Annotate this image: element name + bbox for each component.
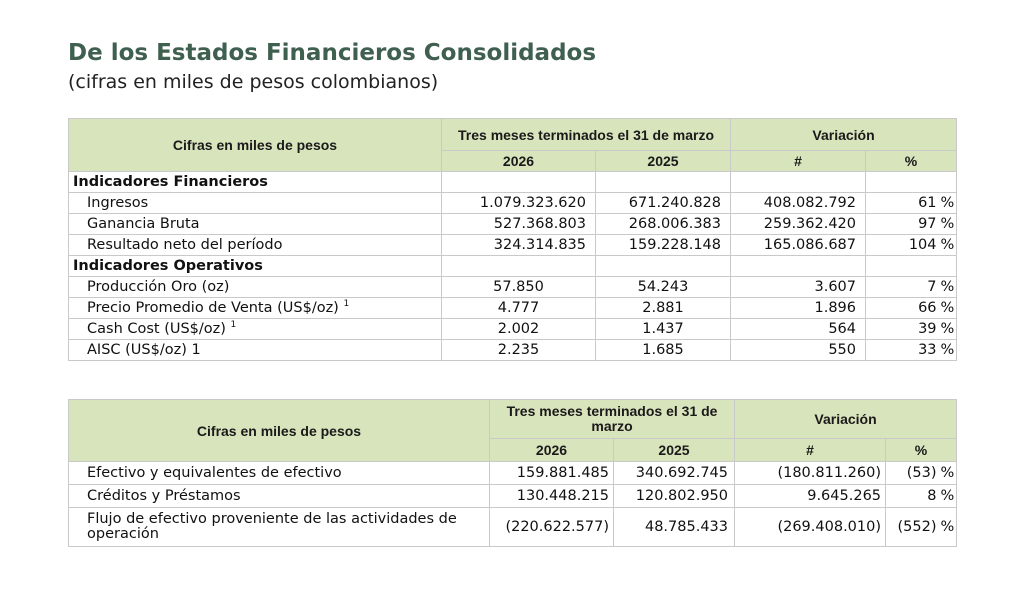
row-label: AISC (US$/oz) 1: [68, 339, 442, 361]
value-2026: 1.079.323.620: [441, 192, 596, 214]
value-2025: 48.785.433: [612, 507, 736, 547]
value-2026: 2.002: [441, 318, 596, 340]
variation-number: (269.408.010): [734, 507, 887, 547]
header-year-2026: 2026: [489, 438, 614, 462]
header-year-2026: 2026: [441, 150, 596, 172]
variation-percent: 39: [865, 318, 941, 340]
row-label: Resultado neto del período: [68, 234, 442, 256]
header-variation-number: #: [734, 438, 887, 462]
variation-number: 1.896: [730, 297, 867, 319]
table-row: Ingresos 1.079.323.620 671.240.828 408.0…: [68, 192, 958, 214]
row-label: Ganancia Bruta: [68, 213, 442, 235]
variation-percent: (53): [885, 461, 941, 485]
variation-number: 259.362.420: [730, 213, 867, 235]
row-label: Créditos y Préstamos: [68, 484, 490, 508]
header-variation-number: #: [730, 150, 867, 172]
table-row: Créditos y Préstamos 130.448.215 120.802…: [68, 484, 958, 508]
header-period: Tres meses terminados el 31 de marzo: [440, 118, 732, 151]
value-2026: 159.881.485: [489, 461, 614, 485]
row-label: Producción Oro (oz): [68, 276, 442, 298]
variation-number: 9.645.265: [734, 484, 887, 508]
variation-number: 408.082.792: [730, 192, 867, 214]
section-row: Indicadores Operativos: [68, 255, 958, 277]
variation-number: (180.811.260): [734, 461, 887, 485]
financial-indicators-table: Cifras en miles de pesos Tres meses term…: [68, 118, 958, 361]
section-row: Indicadores Financieros: [68, 171, 958, 193]
row-label: Precio Promedio de Venta (US$/oz) 1: [68, 297, 442, 319]
variation-number: 564: [730, 318, 867, 340]
header-period: Tres meses terminados el 31 de marzo: [488, 399, 736, 439]
variation-percent: (552): [885, 507, 941, 547]
header-year-2025: 2025: [612, 438, 736, 462]
header-variation-percent: %: [865, 150, 958, 172]
table-row: Efectivo y equivalentes de efectivo 159.…: [68, 461, 958, 485]
row-label: Flujo de efectivo proveniente de las act…: [68, 507, 490, 547]
percent-sign: %: [940, 507, 958, 547]
value-2025: 1.685: [594, 339, 732, 361]
value-2026: 130.448.215: [489, 484, 614, 508]
percent-sign: %: [940, 297, 958, 319]
row-label: Ingresos: [68, 192, 442, 214]
value-2025: 159.228.148: [594, 234, 732, 256]
percent-sign: %: [940, 234, 958, 256]
page-subtitle: (cifras en miles de pesos colombianos): [68, 71, 439, 93]
value-2025: 1.437: [594, 318, 732, 340]
value-2025: 54.243: [594, 276, 732, 298]
variation-percent: 8: [885, 484, 941, 508]
value-2026: (220.622.577): [489, 507, 614, 547]
footnote-marker: 1: [230, 320, 237, 331]
table-row: Precio Promedio de Venta (US$/oz) 1 4.77…: [68, 297, 958, 319]
percent-sign: %: [940, 318, 958, 340]
section-financial-label: Indicadores Financieros: [68, 171, 442, 193]
table-row: AISC (US$/oz) 1 2.235 1.685 550 33 %: [68, 339, 958, 361]
header-variation: Variación: [730, 118, 958, 151]
table-row: Resultado neto del período 324.314.835 1…: [68, 234, 958, 256]
value-2026: 57.850: [441, 276, 596, 298]
percent-sign: %: [940, 213, 958, 235]
variation-number: 550: [730, 339, 867, 361]
value-2026: 2.235: [441, 339, 596, 361]
section-operational-label: Indicadores Operativos: [68, 255, 442, 277]
variation-number: 3.607: [730, 276, 867, 298]
table-row: Cash Cost (US$/oz) 1 2.002 1.437 564 39 …: [68, 318, 958, 340]
header-cifras: Cifras en miles de pesos: [68, 118, 442, 172]
value-2025: 268.006.383: [594, 213, 732, 235]
table-row: Flujo de efectivo proveniente de las act…: [68, 507, 958, 547]
value-2026: 527.368.803: [441, 213, 596, 235]
percent-sign: %: [940, 192, 958, 214]
row-label: Cash Cost (US$/oz) 1: [68, 318, 442, 340]
percent-sign: %: [940, 276, 958, 298]
value-2025: 120.802.950: [612, 484, 736, 508]
balance-indicators-table: Cifras en miles de pesos Tres meses term…: [68, 399, 958, 547]
percent-sign: %: [940, 339, 958, 361]
header-cifras: Cifras en miles de pesos: [68, 399, 490, 462]
variation-number: 165.086.687: [730, 234, 867, 256]
value-2025: 671.240.828: [594, 192, 732, 214]
variation-percent: 7: [865, 276, 941, 298]
header-variation: Variación: [734, 399, 958, 439]
variation-percent: 104: [865, 234, 941, 256]
variation-percent: 33: [865, 339, 941, 361]
percent-sign: %: [940, 484, 958, 508]
value-2025: 340.692.745: [612, 461, 736, 485]
header-year-2025: 2025: [594, 150, 732, 172]
table-row: Producción Oro (oz) 57.850 54.243 3.607 …: [68, 276, 958, 298]
page-title: De los Estados Financieros Consolidados: [68, 40, 597, 66]
variation-percent: 66: [865, 297, 941, 319]
variation-percent: 61: [865, 192, 941, 214]
variation-percent: 97: [865, 213, 941, 235]
header-variation-percent: %: [885, 438, 958, 462]
footnote-marker: 1: [343, 299, 350, 310]
value-2026: 4.777: [441, 297, 596, 319]
value-2025: 2.881: [594, 297, 732, 319]
table-row: Ganancia Bruta 527.368.803 268.006.383 2…: [68, 213, 958, 235]
percent-sign: %: [940, 461, 958, 485]
value-2026: 324.314.835: [441, 234, 596, 256]
row-label: Efectivo y equivalentes de efectivo: [68, 461, 490, 485]
